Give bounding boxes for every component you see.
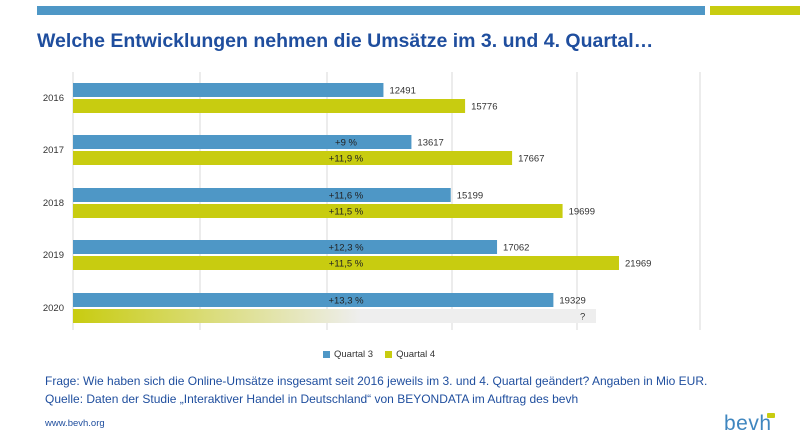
growth-label-q4-2017: +11,9 % — [329, 154, 364, 165]
bar-q3-2016 — [73, 83, 384, 97]
data-label-q3-2017: 13617 — [417, 138, 443, 149]
footnote: Frage: Wie haben sich die Online-Umsätze… — [45, 372, 707, 408]
legend-label-q4: Quartal 4 — [396, 349, 436, 360]
category-label-2018: 2018 — [43, 198, 64, 209]
bar-q3-2018 — [73, 188, 451, 202]
data-label-q4-2019: 21969 — [625, 259, 651, 270]
footnote-source: Quelle: Daten der Studie „Interaktiver H… — [45, 392, 579, 406]
growth-label-q3-2020: +13,3 % — [328, 296, 364, 307]
growth-label-q4-2018: +11,5 % — [329, 207, 364, 218]
category-label-2020: 2020 — [43, 303, 64, 314]
legend-item-q3: Quartal 3 — [323, 349, 373, 360]
data-label-q4-2016: 15776 — [471, 102, 497, 113]
bar-q4-2016 — [73, 99, 466, 113]
data-label-q3-2018: 15199 — [457, 191, 483, 202]
bar-q4-2018 — [73, 204, 563, 218]
legend-swatch-q3 — [323, 351, 330, 358]
data-label-q4-2020: ? — [580, 312, 585, 323]
chart-legend: Quartal 3 Quartal 4 — [323, 349, 435, 360]
category-label-2019: 2019 — [43, 250, 64, 261]
bar-q4-2019 — [73, 256, 619, 270]
bar-q3-2019 — [73, 240, 498, 254]
growth-label-q3-2017: +9 % — [335, 138, 357, 149]
category-label-2017: 2017 — [43, 145, 64, 156]
bar-q3-2020 — [73, 293, 554, 307]
logo-accent-mark — [767, 413, 775, 418]
bar-q4-2020 — [73, 309, 596, 323]
website-link[interactable]: www.bevh.org — [45, 418, 105, 429]
category-label-2016: 2016 — [43, 93, 64, 104]
legend-label-q3: Quartal 3 — [334, 349, 374, 360]
data-label-q3-2020: 19329 — [559, 296, 585, 307]
bar-q4-2017 — [73, 151, 513, 165]
top-accent-bar-blue — [37, 6, 705, 15]
data-label-q3-2019: 17062 — [503, 243, 529, 254]
data-label-q4-2017: 17667 — [518, 154, 544, 165]
bar-q3-2017 — [73, 135, 412, 149]
legend-item-q4: Quartal 4 — [385, 349, 435, 360]
data-label-q3-2016: 12491 — [389, 86, 415, 97]
top-accent-bar-yellow — [710, 6, 800, 15]
bevh-logo: bevh — [724, 412, 772, 435]
growth-label-q4-2019: +11,5 % — [329, 259, 364, 270]
growth-label-q3-2018: +11,6 % — [329, 191, 364, 202]
footnote-question: Frage: Wie haben sich die Online-Umsätze… — [45, 374, 708, 388]
data-label-q4-2018: 19699 — [569, 207, 595, 218]
growth-label-q3-2019: +12,3 % — [328, 243, 364, 254]
page-title: Welche Entwicklungen nehmen die Umsätze … — [37, 30, 654, 52]
legend-swatch-q4 — [385, 351, 393, 358]
bar-chart: 2016 12491 15776 2017 13617 +9 % 17667 +11,9 % 2… — [43, 72, 701, 330]
